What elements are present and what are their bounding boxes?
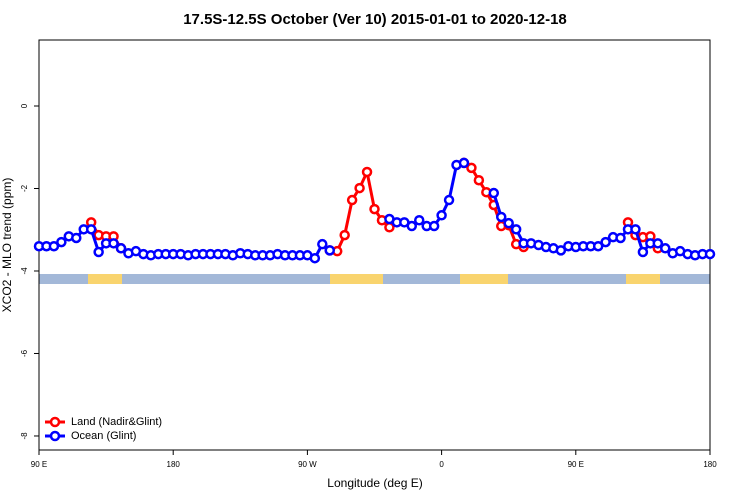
data-point	[592, 240, 604, 252]
data-point	[346, 194, 358, 206]
data-point	[369, 203, 380, 215]
legend-marker	[49, 416, 61, 428]
data-point	[428, 220, 440, 232]
data-point	[85, 224, 97, 235]
land-mask	[39, 274, 710, 284]
data-point	[93, 246, 104, 258]
x-tick-label: 90 E	[31, 460, 47, 469]
data-point	[458, 157, 470, 169]
data-point	[466, 162, 477, 174]
x-tick-label: 180	[703, 460, 717, 469]
data-point	[48, 240, 60, 252]
data-point	[510, 224, 522, 235]
data-point	[115, 243, 127, 254]
x-tick-label: 180	[167, 460, 181, 469]
data-point	[630, 224, 641, 235]
data-point	[473, 174, 485, 186]
x-tick-label: 90 W	[298, 460, 317, 469]
data-point	[488, 187, 500, 199]
data-point	[615, 232, 626, 244]
chart-title: 17.5S-12.5S October (Ver 10) 2015-01-01 …	[183, 11, 567, 28]
data-point	[503, 217, 514, 229]
data-point	[406, 220, 418, 232]
data-point	[555, 245, 567, 256]
data-point	[317, 238, 328, 250]
x-tick-label: 0	[439, 460, 444, 469]
data-point	[361, 166, 373, 178]
legend-marker	[49, 430, 61, 442]
data-point	[704, 248, 716, 260]
data-point	[637, 246, 649, 258]
y-tick-label: -8	[20, 432, 29, 440]
legend-label: Ocean (Glint)	[71, 430, 136, 442]
data-point	[660, 243, 671, 254]
legend: Land (Nadir&Glint) Ocean (Glint)	[45, 416, 162, 442]
data-point	[324, 245, 336, 256]
data-point	[354, 182, 365, 194]
data-point	[108, 238, 119, 249]
x-tick-label: 90 E	[568, 460, 584, 469]
legend-label: Land (Nadir&Glint)	[71, 416, 162, 428]
data-point	[600, 236, 611, 248]
data-point	[495, 211, 507, 223]
data-point	[309, 252, 321, 264]
y-tick-label: -4	[20, 267, 29, 275]
data-point	[71, 232, 82, 244]
y-tick-label: 0	[20, 103, 29, 108]
x-axis-label: Longitude (deg E)	[327, 476, 422, 490]
data-point	[56, 236, 67, 248]
data-point	[436, 210, 447, 221]
y-tick-label: -2	[20, 184, 29, 192]
data-point	[413, 215, 425, 226]
data-point	[339, 229, 350, 241]
y-axis-label: XCO2 - MLO trend (ppm)	[0, 178, 14, 313]
y-tick-label: -6	[20, 349, 29, 357]
data-point	[652, 238, 664, 249]
data-point	[443, 194, 455, 206]
